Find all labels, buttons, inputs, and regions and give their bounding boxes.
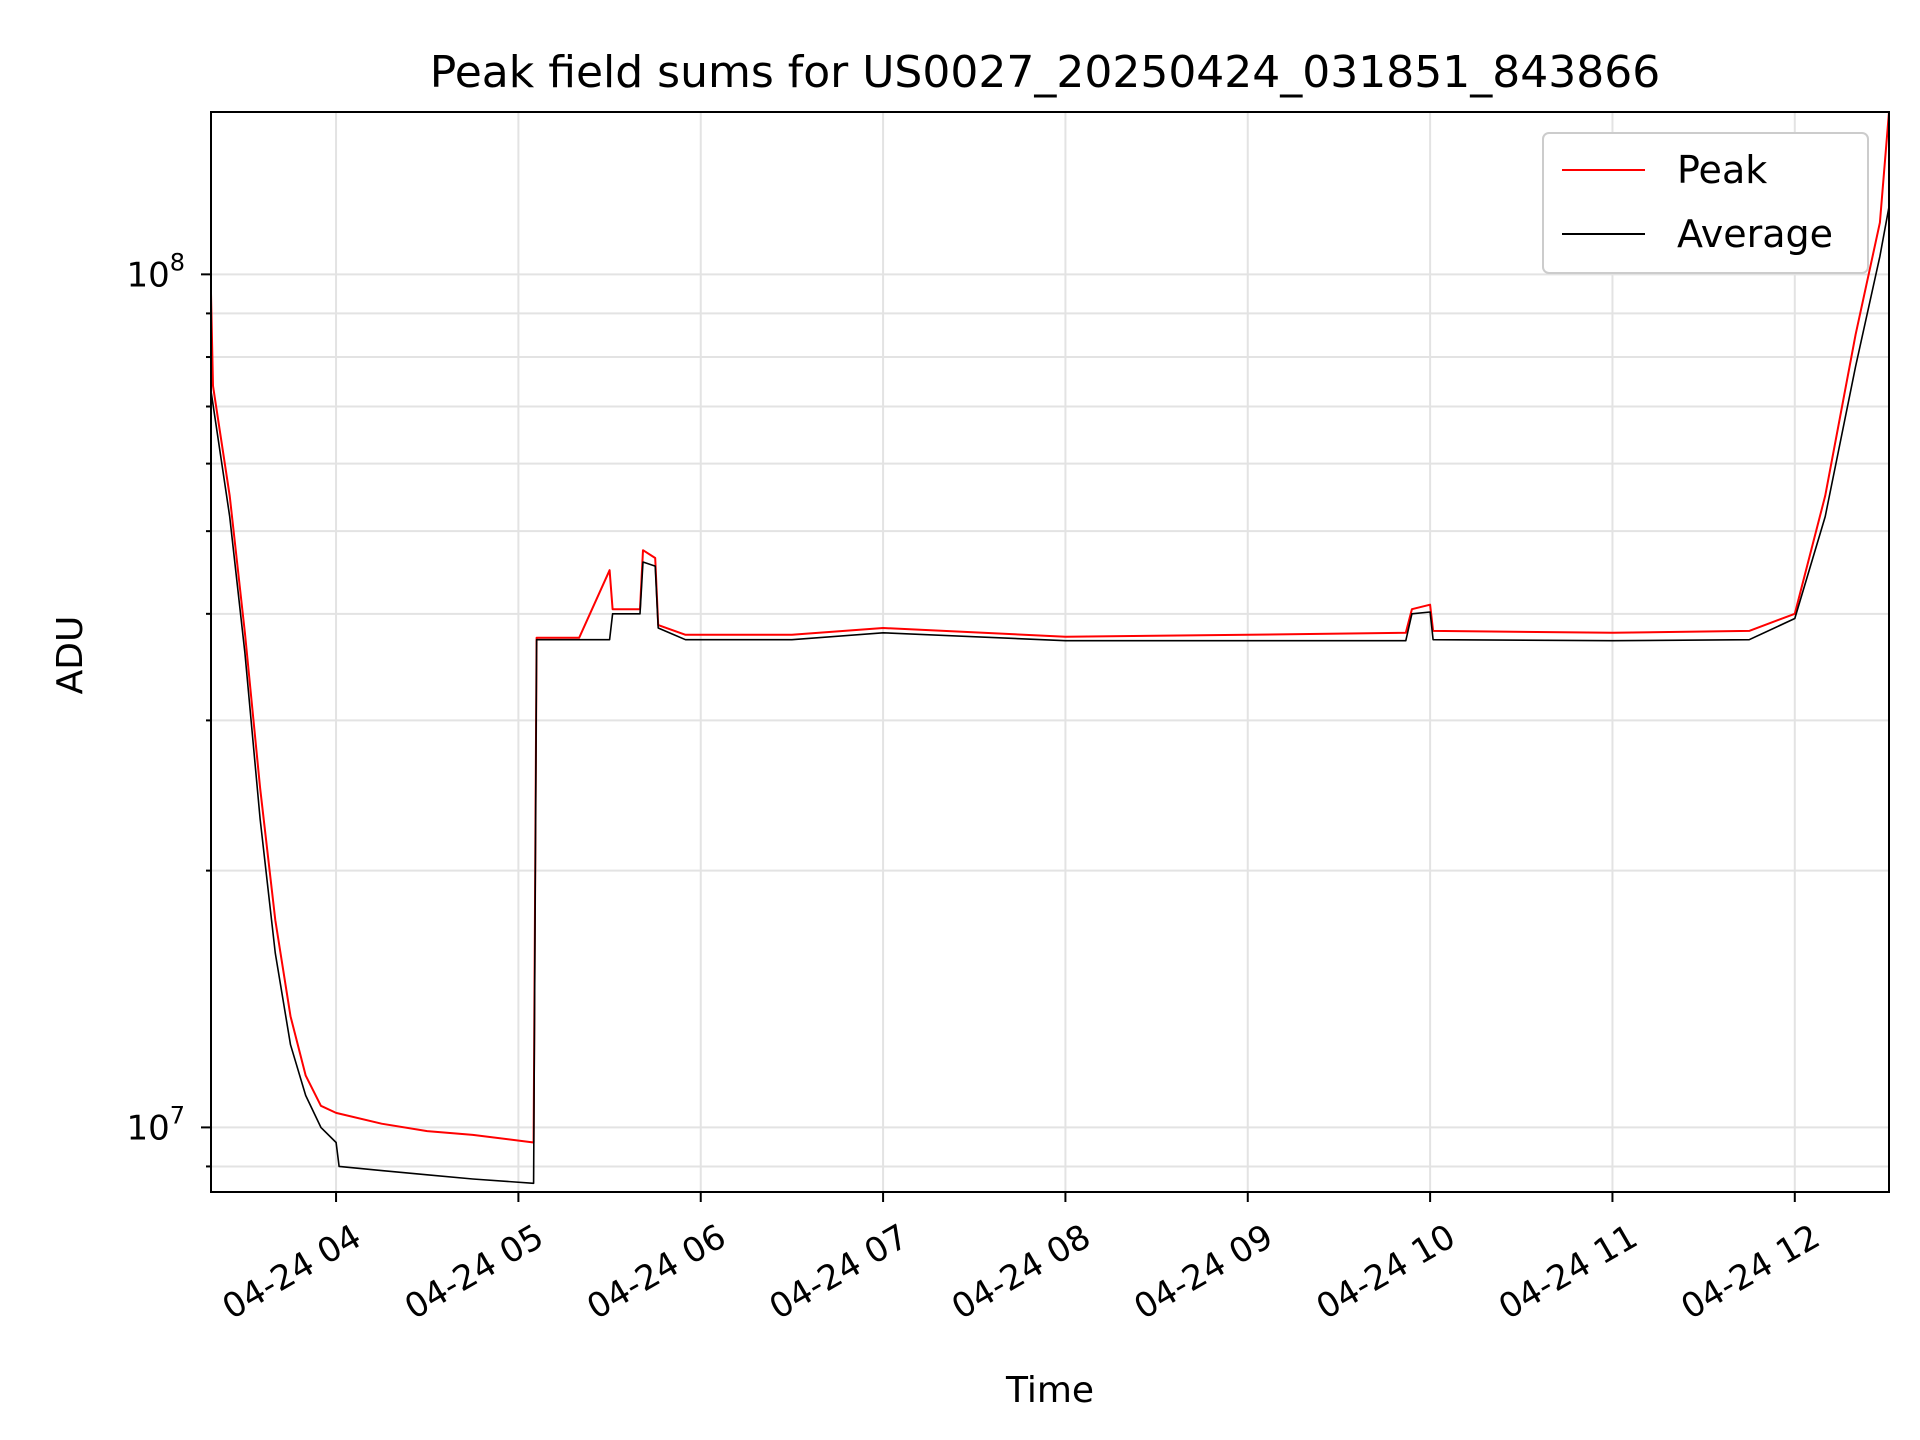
- x-axis-label: Time: [1005, 1370, 1094, 1411]
- x-tick-label: 04-24 09: [1127, 1217, 1279, 1328]
- chart-title: Peak field sums for US0027_20250424_0318…: [430, 47, 1660, 98]
- y-tick-label: 108: [126, 248, 185, 295]
- x-tick-label: 04-24 04: [216, 1217, 368, 1328]
- x-tick-label: 04-24 08: [945, 1217, 1097, 1328]
- plot-area-frame: [210, 111, 1890, 1193]
- x-tick-label: 04-24 11: [1492, 1217, 1644, 1328]
- legend-box: [1542, 132, 1869, 274]
- series-layer: [210, 111, 1890, 1185]
- legend-label-average: Average: [1677, 212, 1833, 256]
- y-tick-label: 107: [126, 1101, 185, 1148]
- x-axis-ticks: 04-24 04 04-24 05 04-24 06 04-24 07 04-24 08…: [216, 1192, 1827, 1328]
- x-tick-label: 04-24 07: [763, 1217, 915, 1328]
- legend-label-peak: Peak: [1677, 148, 1767, 192]
- series-line-average: [210, 206, 1890, 1185]
- y-axis-ticks: 107 108: [126, 248, 211, 1168]
- x-tick-label: 04-24 10: [1310, 1217, 1462, 1328]
- y-axis-label: ADU: [50, 616, 91, 695]
- legend: Peak Average: [1542, 132, 1869, 274]
- x-tick-label: 04-24 06: [580, 1217, 732, 1328]
- x-tick-label: 04-24 05: [398, 1217, 550, 1328]
- x-tick-label: 04-24 12: [1674, 1217, 1826, 1328]
- grid: [211, 112, 1889, 1192]
